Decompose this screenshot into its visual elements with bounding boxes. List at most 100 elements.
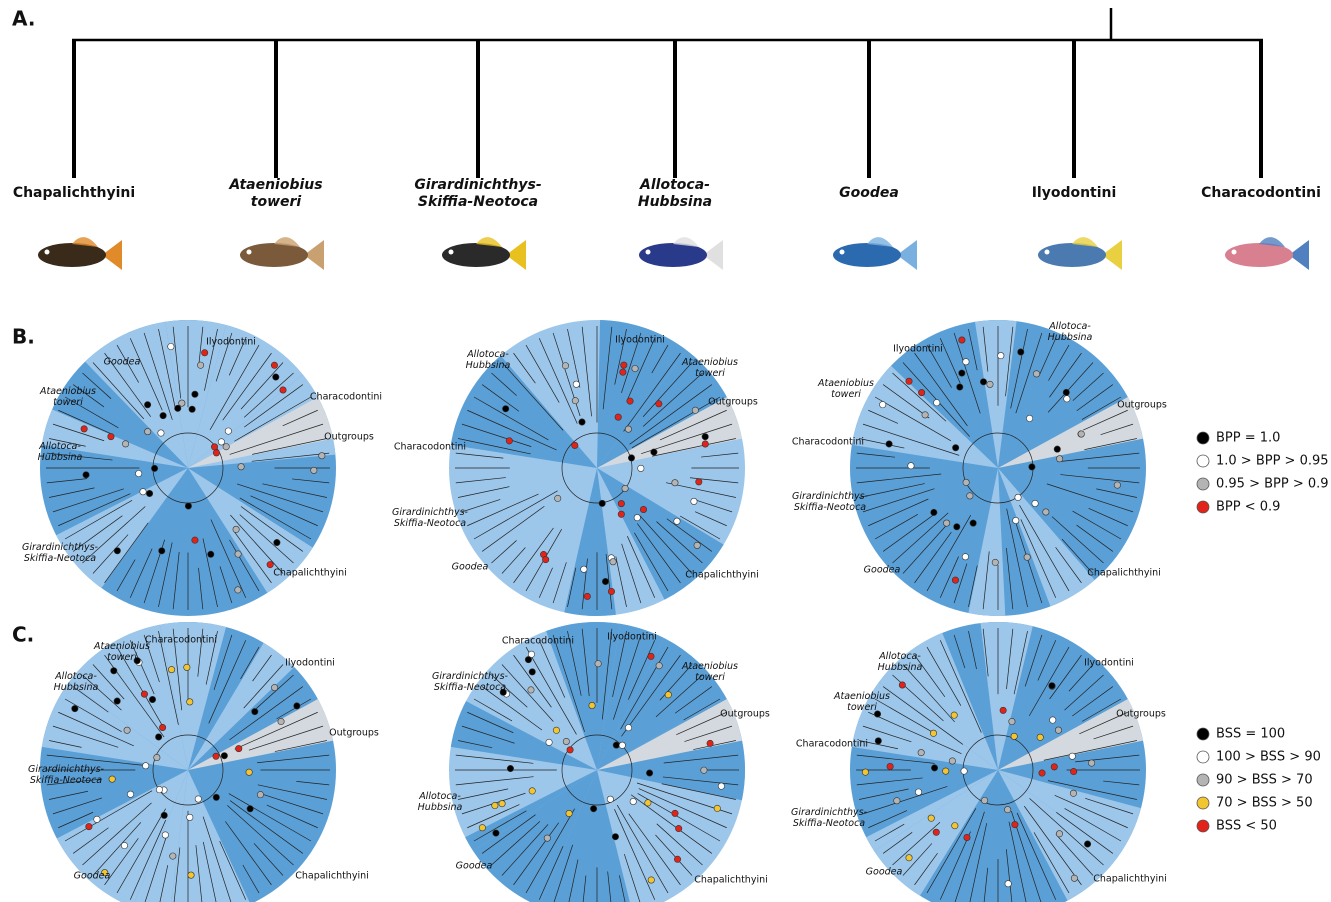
leaf-branch: [52, 423, 105, 442]
clade-label: toweri: [831, 389, 861, 400]
leaf-branch: [1047, 780, 1137, 800]
support-node: [631, 365, 639, 373]
support-node: [999, 706, 1007, 714]
clade-label: Goodea: [74, 871, 111, 882]
leaf-branch: [1016, 812, 1057, 900]
leaf-branch: [467, 804, 520, 829]
leaf-branch: [616, 804, 669, 894]
clade-label: Chapalichthyini: [1087, 568, 1161, 579]
support-node: [907, 462, 915, 470]
support-node: [506, 765, 514, 773]
leaf-branch: [501, 824, 549, 876]
support-node: [144, 401, 152, 409]
clade-wedge: [540, 770, 630, 902]
support-node: [1070, 874, 1078, 882]
leaf-branch: [621, 654, 681, 737]
leaf-branch: [626, 338, 656, 401]
support-node: [161, 831, 169, 839]
leaf-branch: [458, 788, 509, 800]
support-node: [905, 377, 913, 385]
clade-label: Ilyodontini: [285, 658, 335, 669]
fish-eye: [1231, 249, 1237, 255]
leaf-branch: [582, 875, 587, 902]
leaf-branch: [926, 808, 977, 894]
support-node: [981, 796, 989, 804]
support-node: [1063, 395, 1071, 403]
leaf-branch: [954, 811, 985, 902]
leaf-branch: [1006, 628, 1014, 690]
leaf-branch: [914, 852, 938, 886]
leaf-branch: [661, 783, 736, 800]
leaf-branch: [662, 776, 739, 786]
leaf-branch: [538, 567, 553, 598]
support-node: [571, 397, 579, 405]
leaf-branch: [1081, 396, 1122, 420]
leaf-branch: [1100, 423, 1134, 435]
leaf-branch: [701, 452, 739, 458]
leaf-branch: [629, 384, 713, 445]
leaf-branch: [458, 740, 493, 749]
support-node: [194, 795, 202, 803]
support-node: [898, 681, 906, 689]
support-node: [1017, 348, 1025, 356]
leaf-branch: [92, 362, 145, 420]
leaf-branch: [882, 513, 936, 552]
leaf-branch: [461, 725, 515, 744]
legend-label: BSS < 50: [1216, 819, 1277, 834]
leaf-branch: [1082, 698, 1122, 722]
leaf-branch: [455, 452, 504, 459]
clade-label: Hubbsina: [54, 682, 99, 693]
leaf-branch: [481, 686, 543, 731]
leaf-branch: [129, 548, 153, 598]
support-node: [953, 523, 961, 531]
leaf-branch: [236, 483, 324, 513]
leaf-branch: [219, 566, 233, 604]
support-node: [108, 775, 116, 783]
support-node: [647, 876, 655, 884]
leaf-branch: [252, 654, 272, 682]
support-node: [1088, 759, 1096, 767]
taxon-label: toweri: [251, 194, 302, 210]
legend-swatch: [1196, 454, 1210, 468]
leaf-branch: [874, 698, 932, 733]
leaf-branch: [172, 326, 182, 399]
leaf-branch: [859, 438, 905, 449]
clade-label: Goodea: [104, 357, 141, 368]
clade-label: Hubbsina: [466, 360, 511, 371]
leaf-branch: [1008, 821, 1027, 902]
leaf-branch: [491, 540, 517, 564]
clade-label: Characodontini: [792, 437, 864, 448]
fish-body: [442, 243, 510, 267]
support-node: [310, 466, 318, 474]
leaf-branch: [473, 396, 549, 441]
support-node: [979, 378, 987, 386]
leaf-branch: [266, 804, 318, 829]
support-node: [71, 705, 79, 713]
support-node: [943, 519, 951, 527]
taxon-label: Characodontini: [1201, 185, 1321, 201]
leaf-branch: [982, 628, 989, 677]
leaf-branch: [1037, 640, 1057, 681]
leaf-branch: [82, 802, 152, 866]
leaf-branch: [257, 784, 327, 800]
leaf-branch: [250, 495, 318, 527]
support-node: [127, 790, 135, 798]
support-node: [123, 726, 131, 734]
clade-wedge: [597, 468, 724, 600]
leaf-branch: [204, 329, 218, 391]
support-node: [713, 804, 721, 812]
support-node: [874, 710, 882, 718]
leaf-branch: [458, 486, 510, 498]
leaf-branch: [202, 841, 217, 902]
leaf-branch: [1024, 634, 1043, 687]
legend-swatch: [1196, 796, 1210, 810]
leaf-branch: [92, 822, 142, 876]
support-node: [951, 822, 959, 830]
support-node: [639, 505, 647, 513]
fish-body: [1225, 243, 1293, 267]
leaf-branch: [1020, 519, 1057, 598]
support-node: [222, 443, 230, 451]
support-node: [932, 828, 940, 836]
fish-tail: [304, 240, 324, 270]
